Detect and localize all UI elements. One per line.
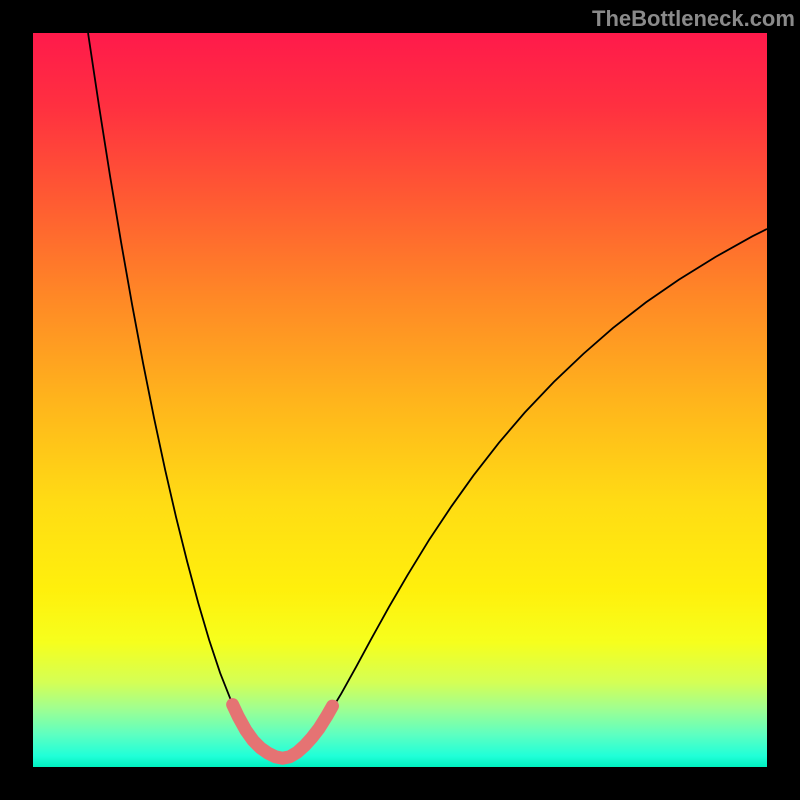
chart-svg (0, 0, 800, 800)
watermark-text: TheBottleneck.com (592, 6, 795, 32)
chart-container: TheBottleneck.com (0, 0, 800, 800)
plot-background (33, 33, 767, 767)
